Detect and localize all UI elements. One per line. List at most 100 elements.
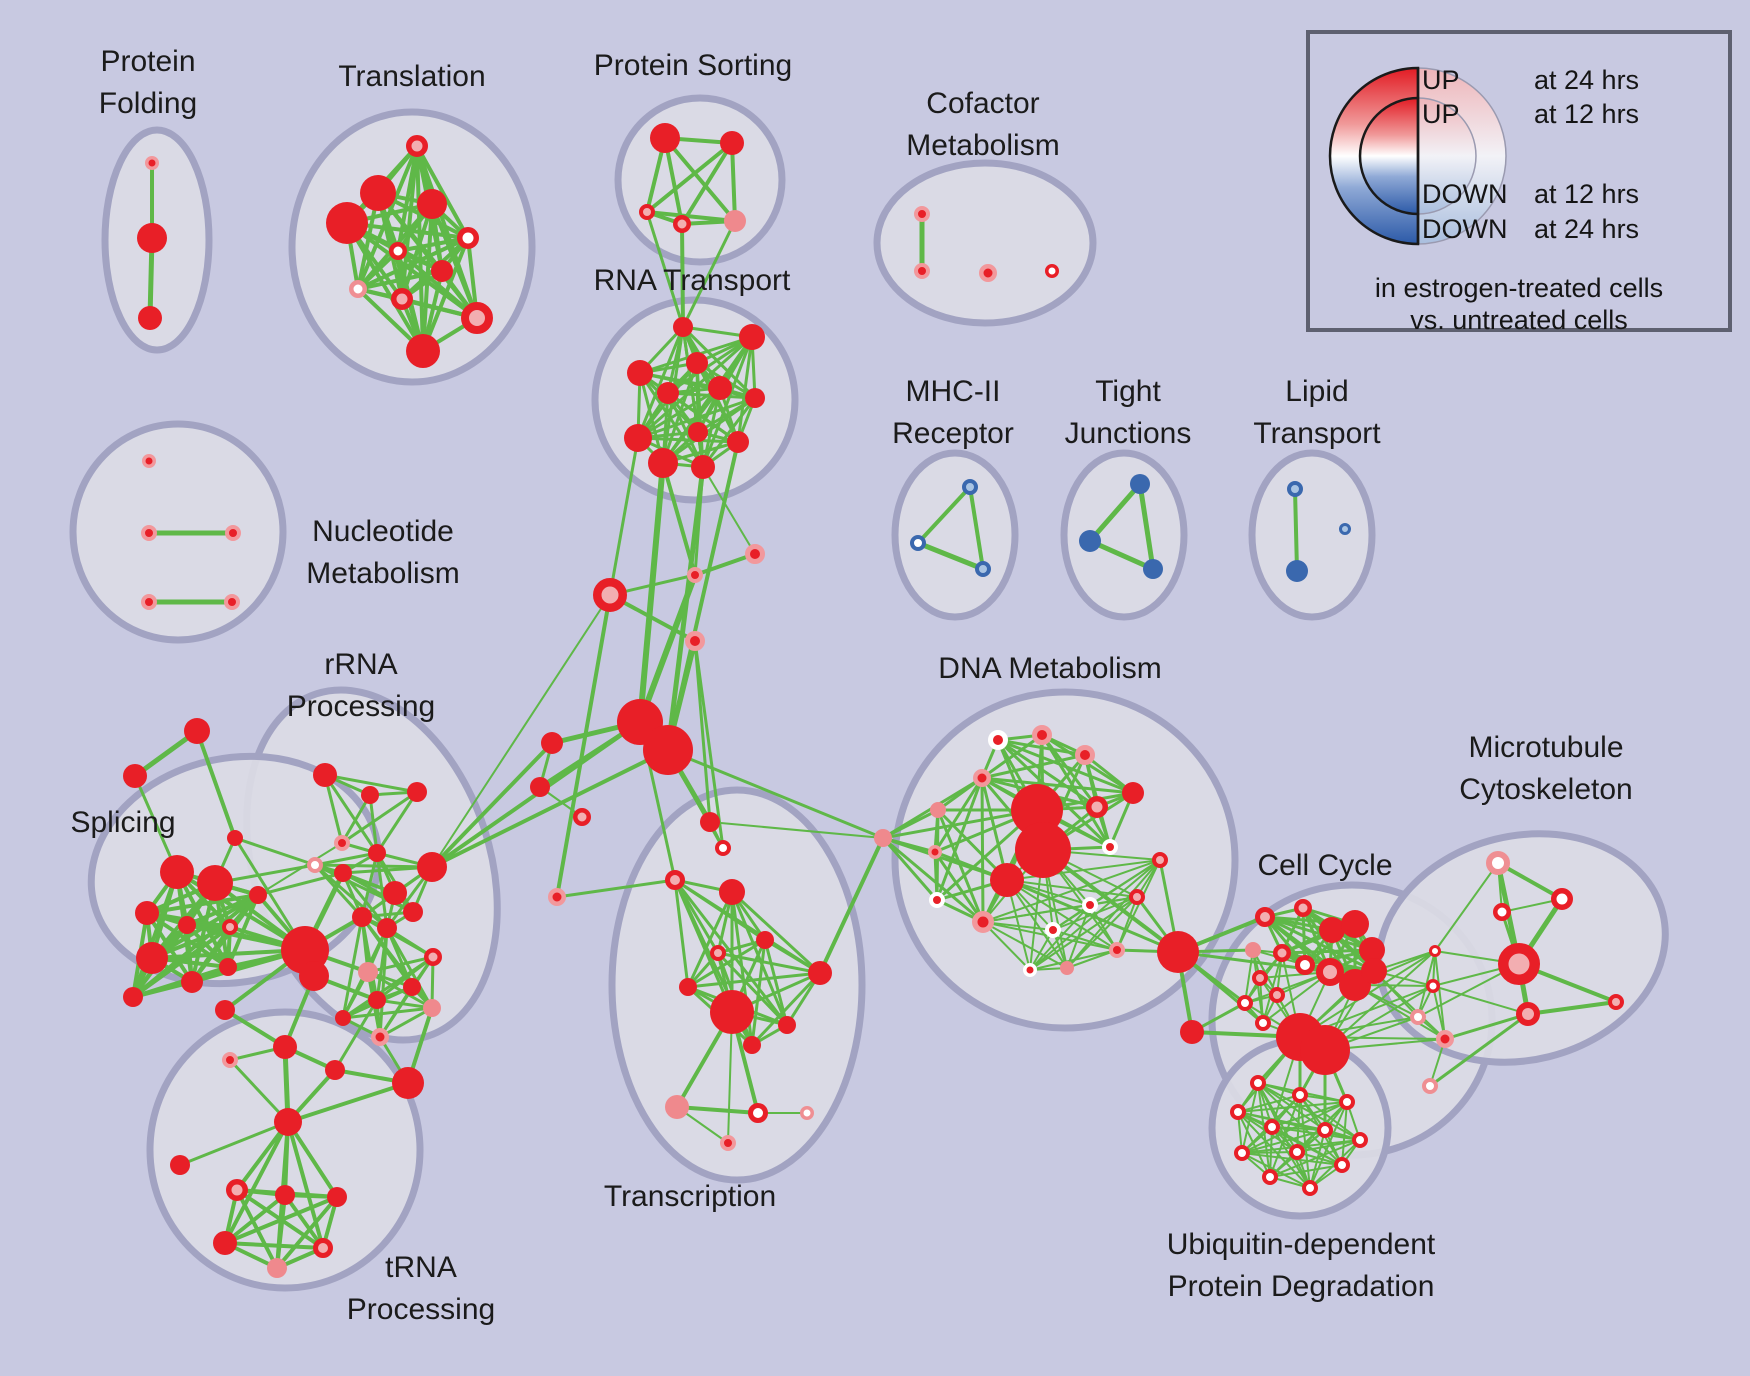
legend-up-24-dir: UP (1422, 65, 1460, 95)
edge-rr3-rr4 (340, 790, 419, 845)
node-t1 (406, 135, 428, 157)
legend-up-12-time: at 12 hrs (1534, 99, 1640, 129)
node-m3 (975, 561, 991, 577)
legend-box: UP at 24 hrs UP at 12 hrs DOWN at 12 hrs… (1306, 30, 1732, 335)
edge-d12-d20 (1006, 879, 1118, 951)
node-h5 (313, 1238, 333, 1258)
node-rr1 (313, 763, 337, 787)
cluster-label-mhc-ii-receptor: MHC-II Receptor (892, 375, 1014, 450)
edge-u10-u11 (1269, 1164, 1343, 1178)
node-d1 (874, 829, 892, 847)
node-d12 (990, 863, 1024, 897)
node-tj2 (1079, 530, 1101, 552)
node-cc18 (1300, 1025, 1350, 1075)
edge-th-h1 (235, 1120, 290, 1192)
node-rr15 (403, 978, 421, 996)
node-x1 (184, 718, 210, 744)
edge-tr4-mc1 (555, 593, 612, 899)
node-u6 (1317, 1122, 1333, 1138)
node-cc16 (1255, 1015, 1271, 1031)
node-rt9 (688, 422, 708, 442)
node-tr16 (720, 1135, 736, 1151)
node-d15 (929, 892, 945, 908)
cluster-label-tight-junctions: Tight Junctions (1065, 375, 1192, 450)
edge-d19-d20 (1052, 929, 1118, 951)
node-lt3 (1339, 523, 1351, 535)
edge-tr13-tr14 (675, 1105, 760, 1115)
edge-rt6-rt8 (636, 386, 722, 440)
edge-u3-u10 (1341, 1101, 1348, 1166)
node-h4 (213, 1231, 237, 1255)
node-mc1 (593, 578, 627, 612)
node-tr11 (743, 1036, 761, 1054)
node-mc2 (687, 567, 703, 583)
edge-t5-t6 (396, 236, 470, 253)
node-rt4 (686, 352, 708, 374)
network-nodes (123, 123, 1624, 1278)
edge-h3-h6 (275, 1195, 339, 1270)
edge-t5-t11 (421, 236, 470, 353)
edge-rr17-rr19 (341, 1006, 434, 1020)
edge-d7-d15 (935, 776, 984, 902)
edge-d1-d16 (881, 836, 985, 924)
edge-u7-u9 (1296, 1139, 1361, 1153)
edge-t3-t10 (430, 202, 479, 320)
edge-tr7-tr12 (716, 951, 789, 1027)
node-cc14 (1269, 987, 1285, 1003)
node-sp9 (123, 987, 143, 1007)
edge-ps3-rt1 (645, 210, 685, 329)
node-h1 (226, 1179, 248, 1201)
node-tr8 (679, 978, 697, 996)
node-bt1 (215, 1000, 235, 1020)
edge-ps2-ps3 (645, 141, 734, 214)
edge-sp9-bj (131, 948, 307, 999)
node-t3 (417, 189, 447, 219)
edge-tr7-tr9 (716, 951, 822, 975)
node-tr10 (710, 990, 754, 1034)
edge-t7-t8 (356, 269, 444, 291)
cluster-labels: Protein Folding Translation Protein Sorting… (70, 45, 1632, 1326)
node-d20 (1109, 942, 1125, 958)
edge-mc2-hub1 (637, 572, 698, 725)
node-rr8 (417, 852, 447, 882)
node-bj2 (299, 961, 329, 991)
node-u1 (1250, 1075, 1266, 1091)
edge-rr11-rr17 (385, 926, 434, 1010)
edge-tr5-tr9 (730, 890, 822, 975)
edge-d20-d22 (1066, 949, 1118, 969)
node-t5 (457, 227, 479, 249)
cluster-label-dna-metabolism: DNA Metabolism (938, 652, 1161, 685)
node-sp5 (222, 919, 238, 935)
edge-th-h3 (286, 1120, 339, 1199)
node-u2 (1292, 1087, 1308, 1103)
node-pf3 (138, 306, 162, 330)
edge-d3-d7 (933, 776, 984, 854)
edge-d2-d16 (936, 808, 985, 924)
edge-t1-t5 (415, 144, 470, 240)
edge-d16-d19 (982, 921, 1054, 931)
edge-ps5-rt1 (681, 219, 737, 329)
edge-h2-h4 (223, 1193, 287, 1245)
edge-ps2-ps5 (730, 141, 737, 223)
cluster-label-lipid-transport: Lipid Transport (1253, 375, 1381, 450)
node-bt5 (392, 1067, 424, 1099)
node-cc12 (1361, 958, 1387, 984)
edge-rt7-rt8 (636, 396, 757, 440)
node-d18 (1129, 889, 1145, 905)
node-rt11 (648, 448, 678, 478)
cluster-ellipse-cofactor-metabolism (873, 159, 1097, 327)
edge-u2-u12 (1299, 1094, 1311, 1189)
edge-d7-d16 (980, 776, 985, 924)
node-rr16 (368, 991, 386, 1009)
node-sp3 (135, 901, 159, 925)
cluster-label-cofactor-metabolism: Cofactor Metabolism (906, 87, 1059, 162)
node-u9 (1289, 1144, 1305, 1160)
node-th (274, 1108, 302, 1136)
node-x2 (123, 764, 147, 788)
node-rt7 (745, 388, 765, 408)
node-u11 (1262, 1169, 1278, 1185)
legend-footer-line1: in estrogen-treated cells (1374, 273, 1664, 303)
node-m2 (910, 535, 926, 551)
node-cf4 (1045, 264, 1059, 278)
